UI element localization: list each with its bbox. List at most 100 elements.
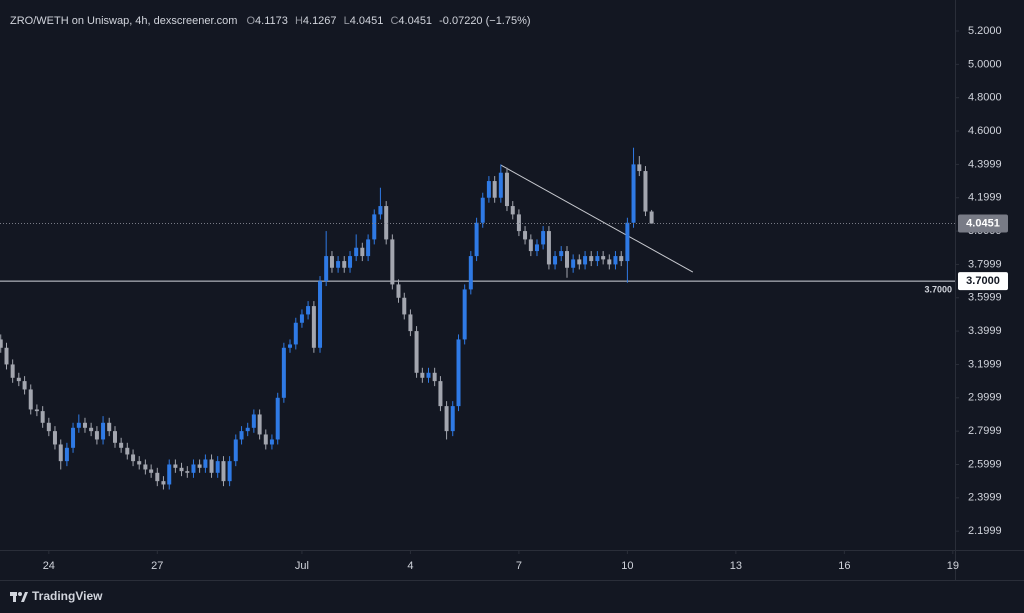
legend-value: 4.0451	[398, 15, 432, 27]
candle-body	[281, 347, 286, 398]
candle-body	[185, 471, 190, 473]
candle-body	[288, 344, 293, 348]
candle-body	[101, 422, 106, 440]
trendline	[500, 164, 694, 273]
candle-body	[257, 414, 262, 435]
candle-body	[625, 222, 630, 262]
candle-body	[589, 256, 594, 262]
candle-body	[239, 431, 244, 440]
legend-value: 4.1173	[255, 15, 288, 27]
candle-body	[71, 427, 76, 448]
y-tick-label: 3.3999	[968, 325, 1002, 337]
candle-body	[498, 172, 503, 198]
candle-body	[546, 231, 551, 265]
candle-body	[46, 422, 51, 432]
candle-body	[637, 164, 642, 172]
candle-body	[227, 461, 232, 482]
y-tick-label: 2.7999	[968, 425, 1002, 437]
x-tick-label: Jul	[295, 560, 309, 572]
candle-body	[577, 259, 582, 265]
candle-body	[450, 406, 455, 432]
candle-body	[414, 331, 419, 373]
tradingview-logo	[10, 592, 28, 602]
candle-body	[16, 377, 21, 382]
last-price-box	[958, 214, 1008, 233]
candle-body	[396, 284, 401, 298]
y-tick-label: 4.3999	[968, 158, 1002, 170]
candle-body	[619, 256, 624, 262]
price-box-label: 3.7000	[966, 275, 1000, 287]
last-price-label: 4.0451	[966, 217, 1000, 229]
candle-body	[10, 364, 15, 378]
candle-body	[0, 339, 3, 348]
candle-body	[510, 206, 515, 215]
candle-body	[293, 322, 298, 345]
x-tick-label: 13	[730, 560, 742, 572]
candle-body	[438, 381, 443, 407]
candle-body	[94, 431, 99, 440]
candle-body	[348, 256, 353, 268]
candle-body	[583, 256, 588, 265]
x-tick-label: 10	[621, 560, 633, 572]
candle-body	[179, 467, 184, 472]
candle-body	[462, 289, 467, 340]
legend-value: 4.0451	[350, 15, 384, 27]
y-tick-label: 4.1999	[968, 192, 1002, 204]
y-tick-label: 4.6000	[968, 125, 1002, 137]
candle-body	[89, 427, 94, 432]
candle-body	[251, 414, 256, 428]
y-tick-label: 5.0000	[968, 58, 1002, 70]
legend-field: H	[295, 15, 303, 27]
candle-body	[486, 181, 491, 198]
candle-body	[528, 239, 533, 252]
candle-body	[456, 339, 461, 407]
candle-body	[613, 256, 618, 265]
candle-body	[306, 306, 311, 315]
candle-body	[58, 444, 63, 462]
candle-body	[571, 259, 576, 268]
candle-body	[263, 434, 268, 445]
x-tick-label: 19	[947, 560, 959, 572]
candle-body	[360, 247, 365, 257]
candle-body	[426, 372, 431, 378]
candle-body	[40, 411, 45, 423]
candle-body	[595, 256, 600, 262]
candle-body	[112, 431, 117, 443]
candle-body	[82, 422, 87, 428]
candle-body	[384, 206, 389, 240]
candle-body	[318, 281, 323, 348]
candle-body	[64, 447, 69, 462]
candle-body	[311, 306, 316, 348]
candle-body	[203, 459, 208, 468]
candle-body	[4, 347, 9, 365]
y-tick-label: 2.5999	[968, 458, 1002, 470]
candle-body	[107, 422, 112, 432]
legend-field: O	[246, 15, 255, 27]
candle-body	[191, 464, 196, 473]
legend-value: 4.1267	[303, 15, 337, 27]
candle-body	[269, 439, 274, 445]
candle-body	[559, 251, 564, 257]
candle-body	[119, 442, 124, 448]
y-tick-label: 3.5999	[968, 292, 1002, 304]
candle-body	[52, 431, 57, 445]
y-tick-label: 5.2000	[968, 25, 1002, 37]
candle-body	[221, 461, 226, 482]
x-tick-label: 24	[43, 560, 55, 572]
candle-body	[143, 464, 148, 470]
candle-body	[516, 214, 521, 232]
candle-body	[215, 461, 220, 473]
candle-body	[137, 461, 142, 465]
legend-change: -0.07220 (−1.75%)	[439, 15, 530, 27]
x-tick-label: 27	[151, 560, 163, 572]
candle-body	[34, 409, 39, 412]
footer-text: TradingView	[32, 589, 103, 603]
candle-body	[22, 381, 27, 390]
candle-body	[504, 172, 509, 207]
candle-body	[131, 454, 136, 462]
y-tick-label: 2.3999	[968, 492, 1002, 504]
y-tick-label: 3.7999	[968, 258, 1002, 270]
candle-body	[468, 256, 473, 290]
